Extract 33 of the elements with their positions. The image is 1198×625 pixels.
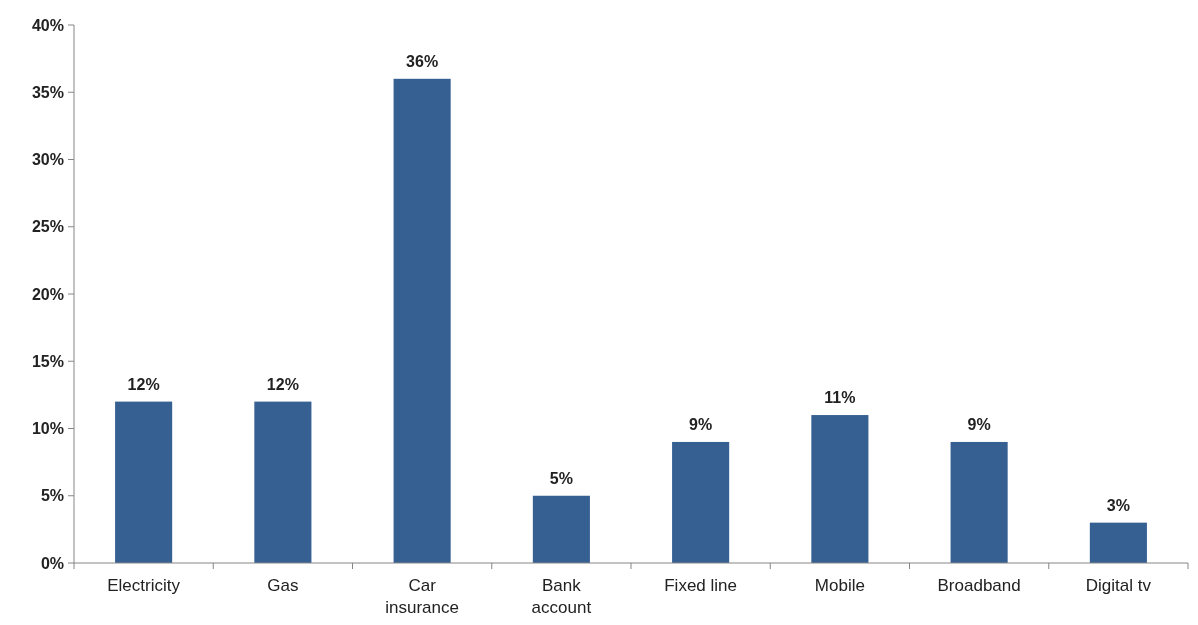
bar: [672, 441, 730, 563]
x-tick-label: Broadband: [937, 576, 1021, 595]
y-tick-label: 25%: [31, 218, 64, 236]
bar: [950, 441, 1008, 563]
x-tick-label: Car insurance: [385, 576, 459, 617]
y-tick-label: 40%: [31, 16, 64, 34]
bar: [532, 495, 590, 563]
x-tick-label: Digital tv: [1085, 576, 1152, 595]
y-tick-label: 35%: [31, 83, 64, 101]
y-tick-label: 30%: [31, 151, 64, 169]
y-tick-label: 15%: [31, 352, 64, 370]
data-label: 11%: [824, 389, 856, 407]
data-label: 9%: [689, 415, 713, 433]
bar: [254, 401, 312, 563]
data-label: 5%: [549, 469, 573, 487]
data-label: 12%: [266, 375, 299, 393]
y-tick-label: 20%: [31, 285, 64, 303]
bar: [115, 401, 173, 563]
bar: [393, 78, 451, 563]
y-tick-label: 5%: [40, 487, 64, 505]
x-tick-label: Electricity: [107, 576, 181, 595]
data-label: 3%: [1106, 496, 1130, 514]
x-tick-label: Fixed line: [664, 576, 738, 595]
x-tick-label: Mobile: [814, 576, 865, 595]
x-tick-label: Gas: [267, 576, 299, 595]
data-label: 36%: [406, 52, 439, 70]
y-tick-label: 10%: [31, 420, 64, 438]
bar: [1089, 522, 1147, 563]
y-tick-label: 0%: [40, 554, 64, 572]
data-label: 12%: [127, 375, 160, 393]
x-tick-label: Bank account: [531, 576, 592, 617]
data-label: 9%: [967, 415, 991, 433]
bar: [811, 415, 869, 563]
